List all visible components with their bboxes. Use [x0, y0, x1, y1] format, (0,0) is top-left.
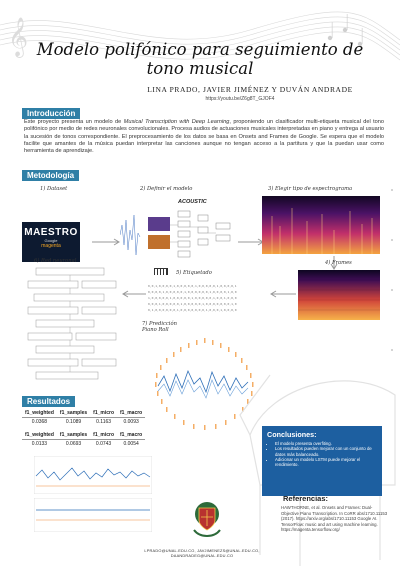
column-header: f1_micro — [93, 432, 114, 438]
step-network-label: 6) Red neuronal — [34, 258, 77, 264]
step-dataset-label: 1) Dataset — [40, 186, 68, 192]
svg-text:0,0,1,0,0,0,0,1,0,0,0,0,0,1,0,: 0,0,1,0,0,0,0,1,0,0,0,0,0,1,0,0,0,0,0,1,… — [148, 284, 237, 288]
piano-roll-chart — [155, 338, 254, 430]
conclusions-title: Conclusiones: — [267, 430, 317, 439]
intro-paragraph: Este proyecto presenta un modelo de Musi… — [24, 119, 385, 155]
table-cell: 0.0368 — [22, 417, 57, 426]
validation-plot — [34, 498, 152, 532]
step-spectrogram-label: 3) Elegir tipo de espectrograma — [268, 186, 353, 192]
video-link[interactable]: https://youtu.be/Z6g8T_GJOF4 — [205, 96, 275, 102]
list-item: El modelo presenta overfiting. — [275, 441, 377, 446]
svg-text:𝄞: 𝄞 — [8, 17, 28, 58]
section-intro-header: Introducción — [22, 108, 81, 119]
step-frames-label: 4) Frames — [325, 260, 352, 266]
column-header: f1_samples — [59, 432, 88, 438]
table-row: 0.0133 0.0693 0.0743 0.0054 — [22, 439, 146, 448]
model-diagram — [120, 210, 231, 258]
svg-text:0,1,0,0,0,0,0,0,1,0,0,0,0,0,0,: 0,1,0,0,0,0,0,0,1,0,0,0,0,0,0,0,1,0,0,0,… — [148, 308, 237, 312]
table-cell: 0.1089 — [56, 417, 91, 426]
column-header: f1_macro — [120, 432, 143, 438]
table-header-row: f1_weighted f1_samples f1_micro f1_macro — [22, 431, 145, 440]
piano-illustration — [239, 374, 396, 566]
table-cell: 0.0693 — [56, 439, 91, 448]
arrow-left-icon — [270, 290, 296, 298]
table-cell: 0.0743 — [90, 439, 117, 448]
table-cell: 0.0093 — [117, 417, 146, 426]
arrow-icon — [92, 238, 120, 246]
table-row: 0.0368 0.1089 0.1163 0.0093 — [22, 417, 146, 426]
dataset-logo-name: MAESTRO — [24, 227, 78, 238]
table-cell: 0.0054 — [117, 439, 146, 448]
dataset-logo-sub2: magenta — [41, 243, 61, 249]
step-prediction-label: 7) Predicción Piano Roll — [142, 321, 177, 333]
svg-text:0,0,0,0,1,0,0,0,0,0,1,0,0,0,0,: 0,0,0,0,1,0,0,0,0,0,1,0,0,0,0,0,0,1,0,0,… — [148, 290, 237, 294]
column-header: f1_weighted — [25, 432, 54, 438]
dataset-logo-sub1: Google — [44, 238, 58, 243]
table-header-row: f1_weighted f1_samples f1_micro f1_macro — [22, 409, 145, 418]
contact-emails: LPRADO@UNAL.EDU.CO, JAVJIMENEZS@UNAL.EDU… — [144, 548, 260, 558]
step-labeling-label: 5) Etiquetado — [176, 270, 212, 276]
section-results-header: Resultados — [22, 396, 76, 407]
dataset-logo: MAESTRO Google magenta — [22, 222, 80, 262]
section-method-header: Metodología — [22, 170, 80, 181]
frames-image — [298, 270, 380, 320]
arrow-left-icon — [122, 290, 146, 298]
poster-title: Modelo polifónico para seguimiento de to… — [36, 40, 364, 78]
step-model-label: 2) Definir el modelo — [140, 186, 193, 192]
training-plot — [34, 456, 152, 494]
column-header: f1_weighted — [25, 410, 54, 416]
spectrogram-image — [262, 196, 380, 254]
column-header: f1_macro — [120, 410, 143, 416]
list-item: Los resultados pueden mejorar con un con… — [275, 446, 377, 457]
conclusions-box: Conclusiones: El modelo presenta overfit… — [262, 426, 382, 496]
svg-text:0,0,0,1,0,0,0,0,0,1,0,0,0,0,0,: 0,0,0,1,0,0,0,0,0,1,0,0,0,0,0,1,0,0,0,0,… — [148, 302, 237, 306]
music-staff-decoration: 𝄞 — [0, 11, 400, 61]
arrow-down-icon — [330, 256, 338, 270]
references-text: HAWTHORNE, et al. Onsets and Frames: Dua… — [281, 505, 388, 533]
column-header: f1_micro — [93, 410, 114, 416]
column-header: f1_samples — [59, 410, 88, 416]
authors: LINA PRADO, JAVIER JIMÉNEZ Y DUVÁN ANDRA… — [147, 85, 353, 94]
piano-icon — [154, 268, 168, 275]
conclusions-list: El modelo presenta overfiting. Los resul… — [267, 441, 377, 467]
table-cell: 0.0133 — [22, 439, 57, 448]
label-matrix: 0,0,1,0,0,0,0,1,0,0,0,0,0,1,0,0,0,0,0,1,… — [148, 284, 237, 312]
network-diagram — [27, 267, 117, 380]
svg-text:1,0,0,0,0,0,1,0,0,0,0,0,1,0,0,: 1,0,0,0,0,0,1,0,0,0,0,0,1,0,0,0,0,0,1,0,… — [148, 296, 237, 300]
university-crest-icon — [193, 502, 221, 537]
results-table-1: f1_weighted f1_samples f1_micro f1_macro… — [22, 409, 146, 426]
model-acoustic-label: ACOUSTIC — [178, 199, 207, 205]
side-decoration — [391, 189, 393, 351]
references-title: Referencias: — [283, 494, 329, 503]
table-cell: 0.1163 — [90, 417, 117, 426]
list-item: Adicionar un modelo LSTM puede mejorar e… — [275, 457, 377, 468]
results-table-2: f1_weighted f1_samples f1_micro f1_macro… — [22, 431, 146, 448]
